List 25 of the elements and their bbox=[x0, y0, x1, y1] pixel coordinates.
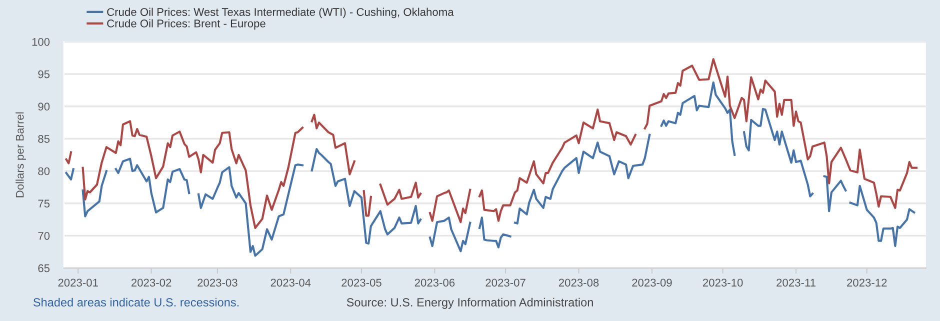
y-tick-label: 100 bbox=[32, 38, 50, 46]
x-tick-label: 2023-12 bbox=[847, 278, 887, 287]
x-tick-label: 2023-05 bbox=[342, 278, 382, 287]
x-tick-label: 2023-11 bbox=[776, 278, 816, 287]
y-tick-label: 80 bbox=[38, 167, 50, 176]
x-tick-label: 2023-02 bbox=[131, 278, 172, 287]
y-tick-label: 70 bbox=[38, 232, 50, 240]
x-tick-label: 2023-08 bbox=[558, 278, 599, 287]
x-tick-label: 2023-09 bbox=[632, 278, 672, 287]
y-tick-label: 90 bbox=[38, 102, 50, 111]
text: Shaded areas indicate U.S. recessions. bbox=[33, 298, 239, 307]
y-tick-label: 85 bbox=[38, 134, 50, 143]
x-tick-label: 2023-06 bbox=[414, 278, 455, 287]
x-tick-label: 2023-04 bbox=[270, 278, 311, 287]
source-note: Source: U.S. Energy Information Administration bbox=[346, 298, 593, 309]
y-axis-title: Dollars per Barrel bbox=[16, 112, 26, 198]
x-tick-label: 2023-07 bbox=[486, 278, 526, 287]
y-tick-label: 65 bbox=[38, 264, 50, 272]
x-tick-label: 2023-10 bbox=[702, 278, 743, 287]
y-tick-label: 75 bbox=[38, 200, 50, 208]
legend-label: Crude Oil Prices: Brent - Europe bbox=[107, 19, 266, 30]
x-tick-label: 2023-03 bbox=[198, 278, 238, 287]
legend-label: Crude Oil Prices: West Texas Intermediate (WTI) - Cushing, Oklahoma bbox=[107, 8, 454, 18]
x-tick-label: 2023-01 bbox=[58, 278, 98, 287]
y-tick-label: 95 bbox=[38, 70, 50, 78]
